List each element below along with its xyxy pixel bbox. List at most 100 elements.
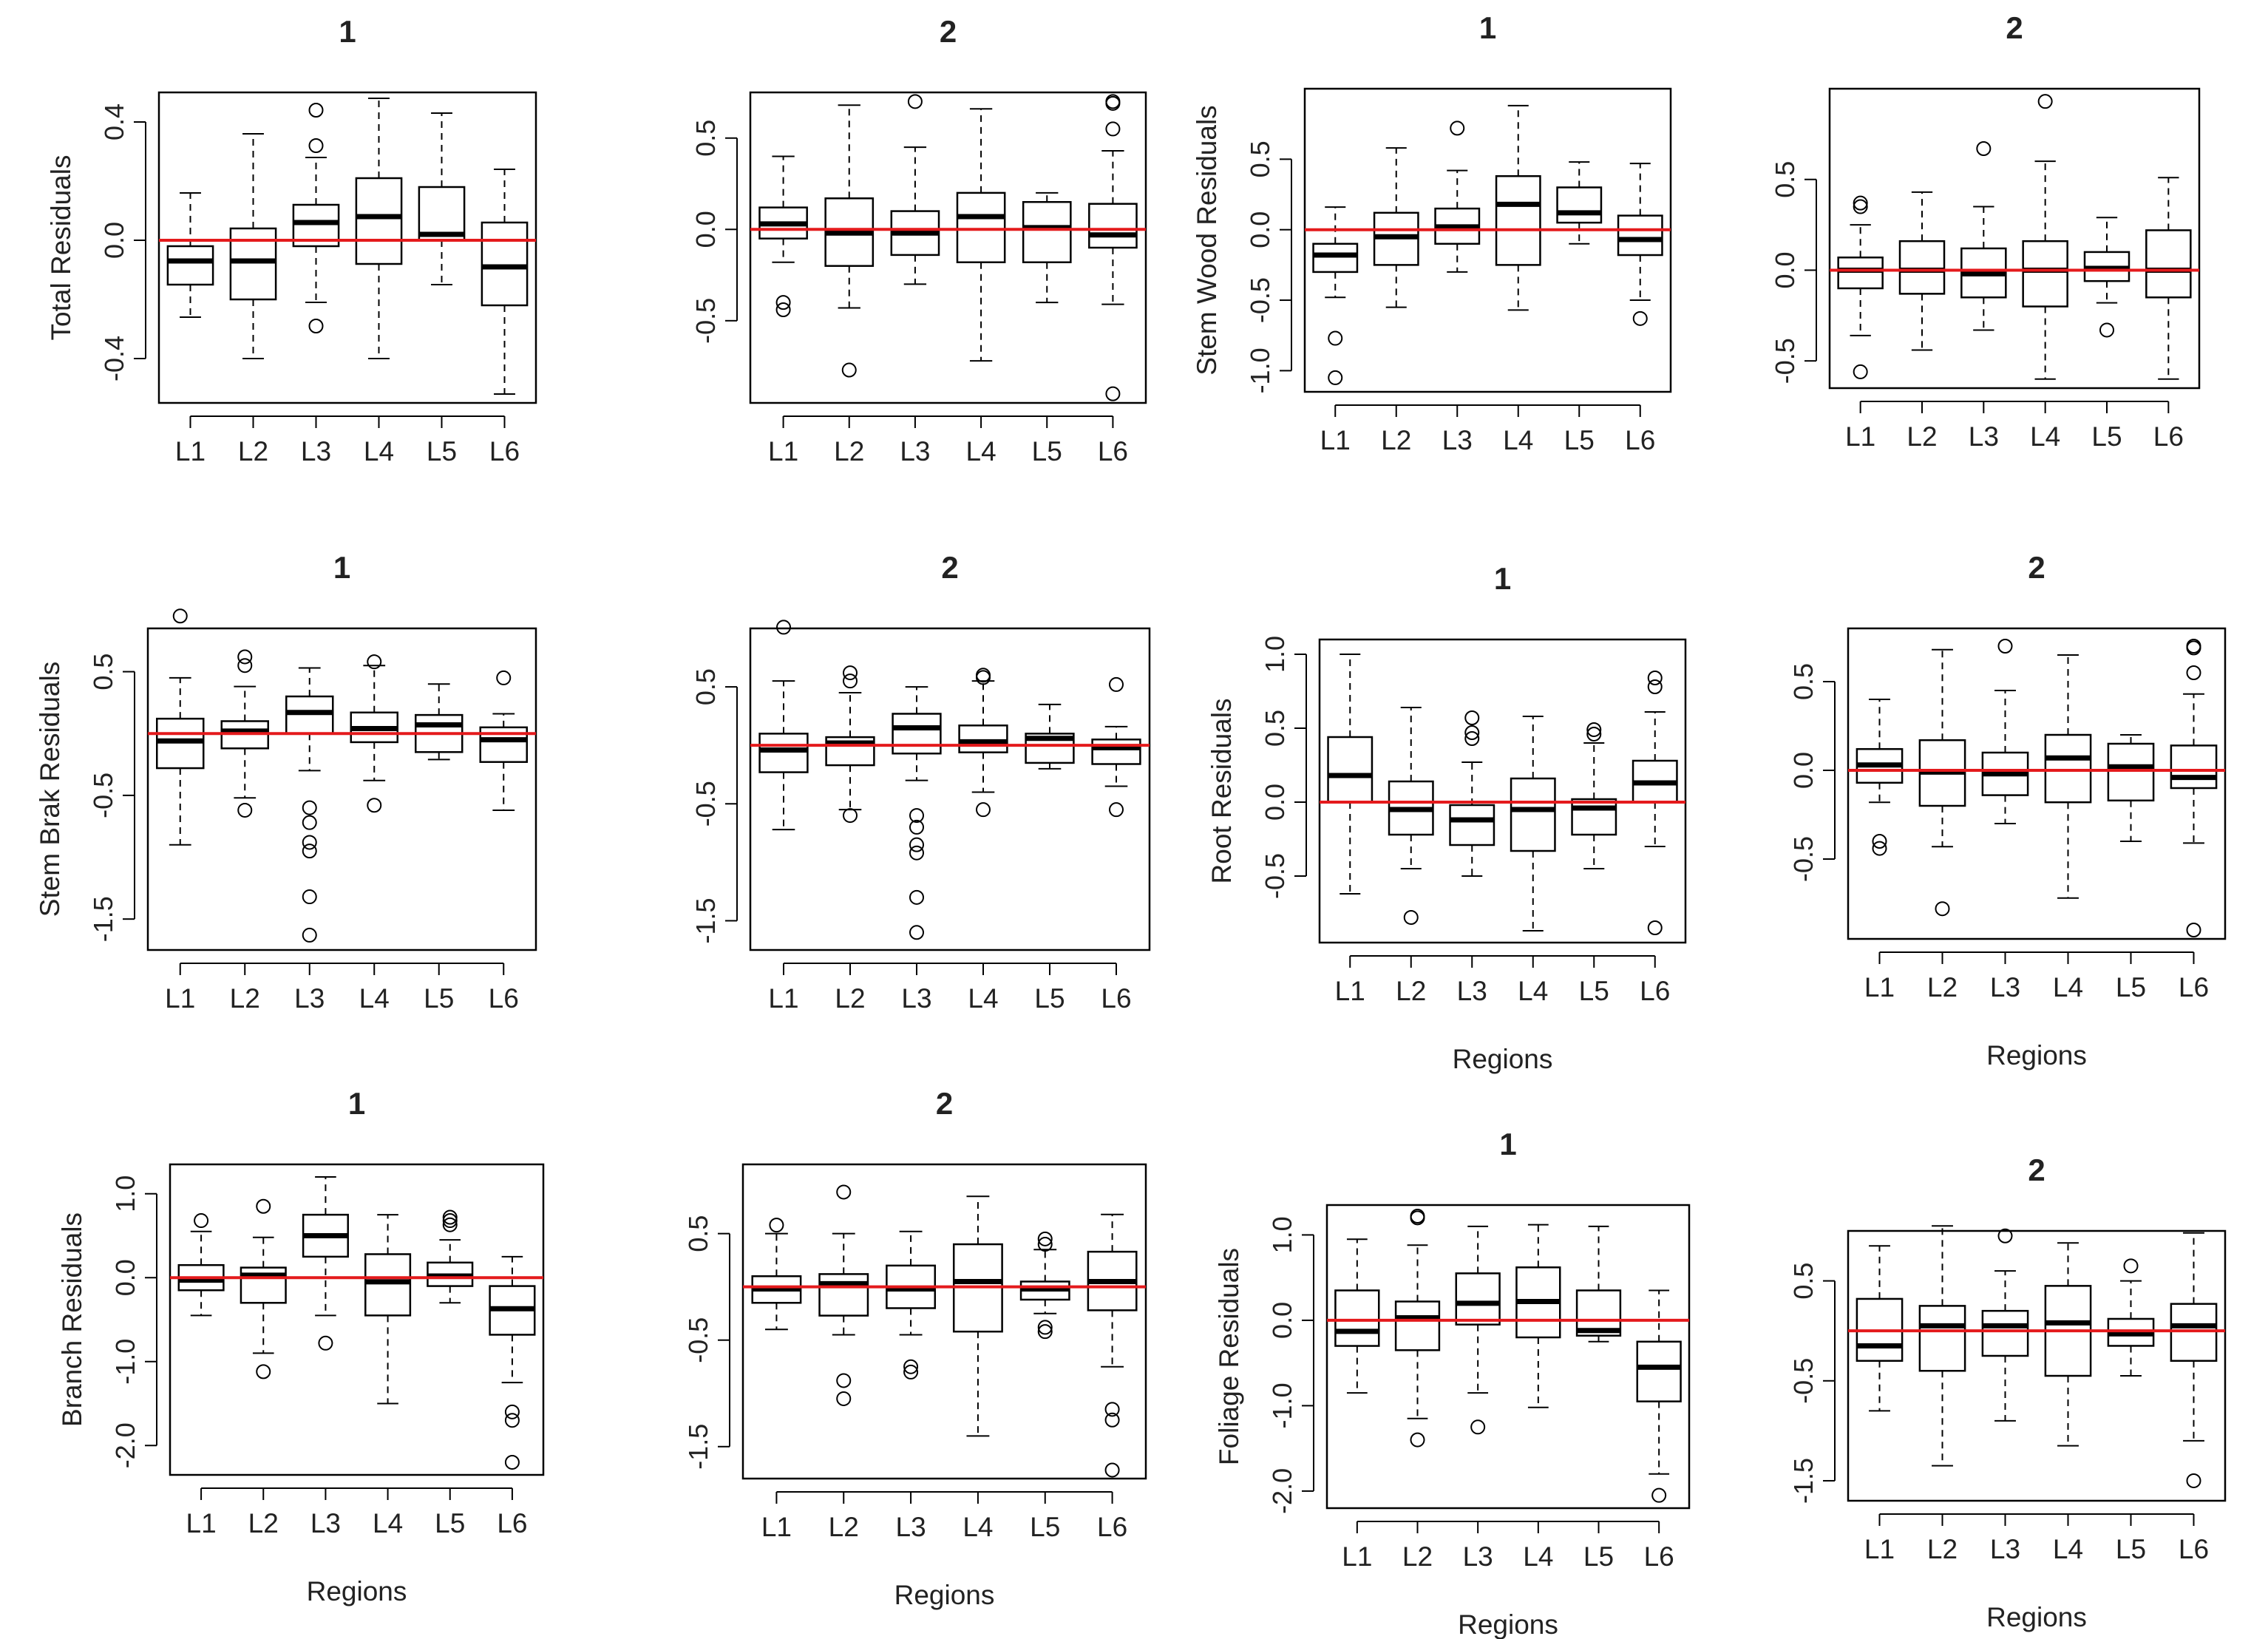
box-L4 bbox=[956, 108, 1006, 362]
outlier-point bbox=[1410, 1432, 1425, 1448]
box-L5 bbox=[415, 683, 464, 761]
box-L4 bbox=[350, 654, 398, 813]
outlier-point bbox=[1976, 141, 1992, 156]
x-tick-label: L5 bbox=[427, 436, 457, 466]
x-tick-label: L6 bbox=[1640, 976, 1670, 1006]
iqr-box bbox=[2107, 742, 2155, 802]
iqr-box bbox=[2022, 240, 2068, 308]
box-L1 bbox=[751, 1218, 802, 1331]
x-tick-label: L5 bbox=[2116, 1534, 2146, 1564]
x-tick-label: L6 bbox=[2153, 421, 2184, 452]
plot-frame bbox=[1847, 1229, 2227, 1502]
x-tick-label: L1 bbox=[1320, 425, 1351, 455]
outlier-point bbox=[909, 837, 924, 852]
outlier-point bbox=[1586, 727, 1602, 742]
outlier-point bbox=[1328, 330, 1343, 346]
outlier-point bbox=[442, 1213, 458, 1229]
outlier-point bbox=[1872, 834, 1887, 849]
outlier-point bbox=[836, 1184, 852, 1200]
box-L2 bbox=[1394, 1209, 1441, 1448]
outlier-point bbox=[504, 1454, 520, 1470]
outlier-point bbox=[1037, 1320, 1053, 1335]
panel-9: 1 -2.0 -1.0 0.0 1.0 Branch Residuals L1 L2 L3 L4 L… bbox=[57, 1086, 545, 1606]
outlier-point bbox=[496, 670, 512, 685]
panel-3: 1 -1.0 -0.5 0.0 0.5 Stem Wood Residuals L1 L2 L3… bbox=[1192, 10, 1672, 455]
y-axis-label: Foliage Residuals bbox=[1214, 1248, 1244, 1465]
outlier-point bbox=[1037, 1231, 1053, 1246]
x-tick-label: L3 bbox=[310, 1508, 341, 1538]
outlier-point bbox=[769, 1218, 784, 1233]
x-tick-label: L3 bbox=[1969, 421, 1999, 452]
y-tick-label: 0.5 bbox=[1245, 140, 1275, 177]
y-tick-label: -0.5 bbox=[683, 1317, 713, 1363]
x-tick-label: L3 bbox=[1990, 972, 2020, 1002]
iqr-box bbox=[1510, 777, 1556, 852]
outlier-point bbox=[172, 608, 188, 624]
outlier-point bbox=[237, 802, 253, 818]
box-L1 bbox=[1856, 699, 1904, 856]
x-tick-label: L5 bbox=[1030, 1512, 1060, 1542]
x-axis-label: Regions bbox=[1986, 1602, 2087, 1632]
outlier-point bbox=[976, 668, 991, 683]
box-L6 bbox=[2170, 639, 2218, 937]
box-L2 bbox=[825, 665, 875, 824]
iqr-box bbox=[956, 191, 1006, 264]
x-tick-label: L5 bbox=[1564, 425, 1595, 455]
y-axis-label: Branch Residuals bbox=[57, 1212, 87, 1427]
panel-6: 2 -1.5 -0.5 0.5 L1 L2 L3 L4 L5 L6 bbox=[690, 550, 1151, 1014]
y-tick-label: 0.4 bbox=[99, 104, 129, 140]
iqr-box bbox=[758, 733, 809, 773]
outlier-point bbox=[1109, 676, 1124, 692]
outlier-point bbox=[1853, 364, 1868, 379]
outlier-point bbox=[308, 103, 324, 118]
iqr-box bbox=[1449, 804, 1495, 846]
iqr-box bbox=[1918, 1305, 1966, 1372]
x-tick-label: L2 bbox=[834, 436, 864, 466]
outlier-point bbox=[308, 319, 324, 333]
outlier-point bbox=[302, 800, 317, 815]
outlier-point bbox=[237, 649, 253, 665]
x-tick-label: L2 bbox=[230, 983, 260, 1014]
box-L6 bbox=[489, 1255, 536, 1470]
x-tick-label: L5 bbox=[1583, 1541, 1614, 1572]
outlier-point bbox=[1853, 199, 1868, 214]
x-tick-label: L1 bbox=[1864, 972, 1895, 1002]
box-L6 bbox=[2145, 177, 2192, 380]
x-tick-label: L3 bbox=[900, 436, 930, 466]
outlier-point bbox=[1104, 1402, 1120, 1417]
y-tick-label: -0.5 bbox=[1260, 853, 1290, 899]
outlier-point bbox=[903, 1359, 919, 1374]
x-tick-label: L4 bbox=[962, 1512, 993, 1542]
box-L1 bbox=[1856, 1245, 1904, 1412]
box-L6 bbox=[1091, 676, 1141, 818]
outlier-point bbox=[1104, 1412, 1120, 1428]
x-tick-label: L3 bbox=[294, 983, 325, 1014]
outlier-point bbox=[194, 1213, 209, 1229]
x-tick-label: L3 bbox=[896, 1512, 926, 1542]
box-L2 bbox=[1918, 1225, 1966, 1467]
box-L5 bbox=[427, 1209, 474, 1304]
x-tick-label: L5 bbox=[1034, 983, 1065, 1014]
x-tick-label: L6 bbox=[489, 436, 520, 466]
y-tick-label: -0.5 bbox=[690, 781, 721, 827]
outlier-point bbox=[1464, 725, 1480, 740]
iqr-box bbox=[1022, 200, 1072, 264]
x-tick-label: L1 bbox=[1864, 1534, 1895, 1564]
box-L6 bbox=[1617, 163, 1663, 326]
box-L5 bbox=[1025, 703, 1075, 770]
x-tick-label: L1 bbox=[768, 436, 798, 466]
box-L6 bbox=[1088, 94, 1138, 401]
y-tick-label: -1.5 bbox=[690, 897, 721, 943]
iqr-box bbox=[2145, 229, 2192, 299]
x-tick-label: L2 bbox=[829, 1512, 859, 1542]
y-axis-label: Stem Wood Residuals bbox=[1192, 105, 1222, 375]
outlier-point bbox=[1105, 386, 1121, 401]
box-L3 bbox=[1449, 710, 1495, 877]
outlier-point bbox=[1935, 901, 1950, 917]
outlier-point bbox=[442, 1209, 458, 1225]
x-tick-label: L2 bbox=[1927, 972, 1958, 1002]
box-L5 bbox=[1575, 1225, 1622, 1343]
outlier-point bbox=[302, 835, 317, 850]
panel-title: 2 bbox=[940, 14, 957, 49]
